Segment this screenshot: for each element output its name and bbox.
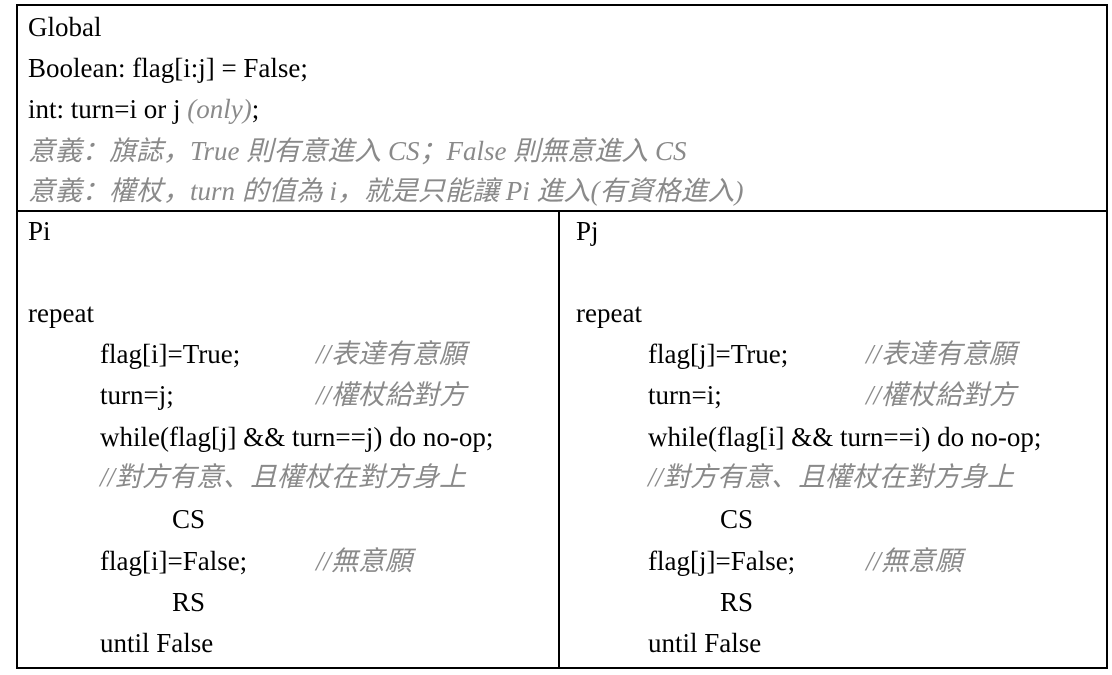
pi-flag-true: flag[i]=True; — [100, 339, 241, 369]
flag-meaning: 意義：旗誌，True 則有意進入 CS；False 則無意進入 CS — [28, 136, 687, 166]
pj-comment-other-turn: //對方有意、且權杖在對方身上 — [648, 462, 1015, 492]
pj-critical-section: CS — [720, 504, 754, 534]
global-title: Global — [28, 12, 102, 42]
pi-flag-false: flag[i]=False; — [100, 546, 248, 576]
global-section: Global Boolean: flag[i:j] = False; int: … — [18, 6, 1106, 212]
pi-critical-section: CS — [172, 504, 206, 534]
turn-meaning: 意義：權杖，turn 的值為 i，就是只能讓 Pi 進入(有資格進入) — [28, 176, 744, 206]
turn-declaration-only: (only) — [187, 94, 252, 124]
pj-flag-true: flag[j]=True; — [648, 339, 789, 369]
pj-comment-unwilling: //無意願 — [866, 546, 963, 576]
pi-while-loop: while(flag[j] && turn==j) do no-op; — [100, 422, 494, 452]
turn-declaration: int: turn=i or j (only); — [28, 92, 259, 126]
column-divider — [558, 212, 560, 667]
pj-column: Pj repeat flag[j]=True; //表達有意願 turn=i; … — [560, 212, 1106, 667]
pi-comment-give-token: //權杖給對方 — [316, 380, 467, 410]
pi-comment-willing: //表達有意願 — [316, 339, 467, 369]
pi-comment-other-turn: //對方有意、且權杖在對方身上 — [100, 462, 467, 492]
pj-header: Pj — [576, 216, 599, 246]
pi-until: until False — [100, 628, 214, 658]
flag-declaration: Boolean: flag[i:j] = False; — [28, 53, 308, 83]
pj-comment-willing: //表達有意願 — [866, 339, 1017, 369]
pi-header: Pi — [28, 216, 51, 246]
pj-turn-assign: turn=i; — [648, 380, 722, 410]
pj-repeat: repeat — [576, 298, 642, 328]
pj-while-loop: while(flag[i] && turn==i) do no-op; — [648, 422, 1042, 452]
pj-remainder-section: RS — [720, 587, 754, 617]
pj-until: until False — [648, 628, 762, 658]
algorithm-table: Global Boolean: flag[i:j] = False; int: … — [16, 4, 1108, 669]
pi-repeat: repeat — [28, 298, 94, 328]
pj-flag-false: flag[j]=False; — [648, 546, 796, 576]
pj-comment-give-token: //權杖給對方 — [866, 380, 1017, 410]
turn-declaration-end: ; — [251, 94, 260, 124]
turn-declaration-main: int: turn=i or j — [28, 94, 188, 124]
pi-turn-assign: turn=j; — [100, 380, 174, 410]
pi-column: Pi repeat flag[i]=True; //表達有意願 turn=j; … — [18, 212, 558, 667]
pi-comment-unwilling: //無意願 — [316, 546, 413, 576]
pi-remainder-section: RS — [172, 587, 206, 617]
